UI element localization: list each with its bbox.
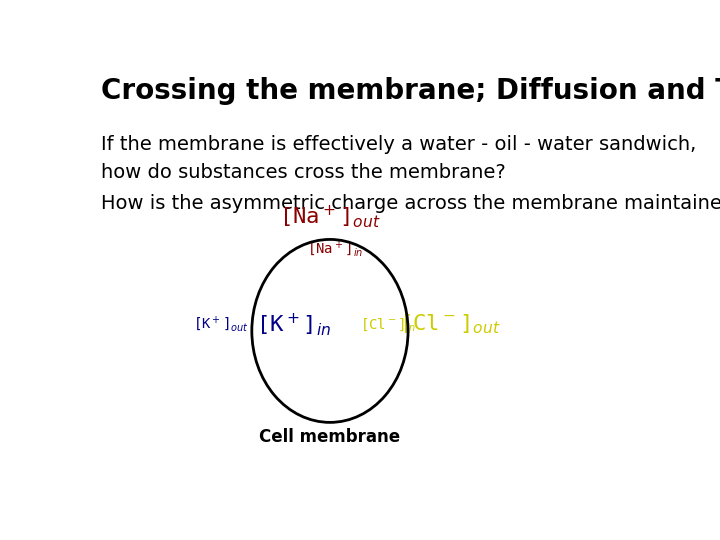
Text: [K$^+$]$_{out}$: [K$^+$]$_{out}$ <box>193 315 249 334</box>
Text: How is the asymmetric charge across the membrane maintained?: How is the asymmetric charge across the … <box>101 194 720 213</box>
Text: Cell membrane: Cell membrane <box>259 428 400 446</box>
Text: [Na$^+$]$_{in}$: [Na$^+$]$_{in}$ <box>307 240 364 259</box>
Text: Crossing the membrane; Diffusion and Transport: Crossing the membrane; Diffusion and Tra… <box>101 77 720 105</box>
Text: If the membrane is effectively a water - oil - water sandwich,: If the membrane is effectively a water -… <box>101 136 696 154</box>
Text: how do substances cross the membrane?: how do substances cross the membrane? <box>101 163 506 181</box>
Text: [Cl$^-$]$_{out}$: [Cl$^-$]$_{out}$ <box>399 313 500 336</box>
Text: [Cl$^-$]$_{in}$: [Cl$^-$]$_{in}$ <box>361 316 417 333</box>
Text: [K$^+$]$_{in}$: [K$^+$]$_{in}$ <box>256 311 331 338</box>
Text: [Na$^+$]$_{out}$: [Na$^+$]$_{out}$ <box>279 203 381 230</box>
